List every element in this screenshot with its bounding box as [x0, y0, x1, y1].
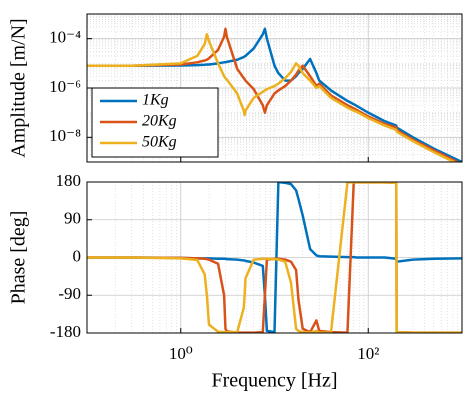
series-line [87, 182, 462, 333]
plot-frame [86, 181, 463, 334]
series-line [87, 27, 462, 162]
plot-frame [86, 13, 463, 163]
y-tick-label: 180 [56, 171, 82, 190]
y-axis-label: Amplitude [m/N] [8, 18, 30, 157]
x-tick-label: 10² [357, 344, 379, 363]
series-line [87, 33, 457, 162]
y-tick-label: -90 [58, 284, 81, 303]
x-tick-label: 10⁰ [169, 344, 193, 363]
y-tick-label: -180 [50, 322, 81, 341]
legend-label: 20Kg [142, 113, 177, 130]
y-axis-label: Phase [deg] [8, 211, 30, 305]
y-tick-label: 10⁻⁴ [49, 28, 81, 47]
x-axis-label: Frequency [Hz] [211, 370, 337, 392]
legend-label: 1Kg [142, 92, 169, 109]
y-tick-label: 10⁻⁸ [49, 126, 81, 145]
y-tick-label: 0 [73, 246, 82, 265]
y-tick-label: 10⁻⁶ [49, 77, 81, 96]
y-tick-label: 90 [64, 209, 81, 228]
legend-label: 50Kg [142, 134, 177, 151]
